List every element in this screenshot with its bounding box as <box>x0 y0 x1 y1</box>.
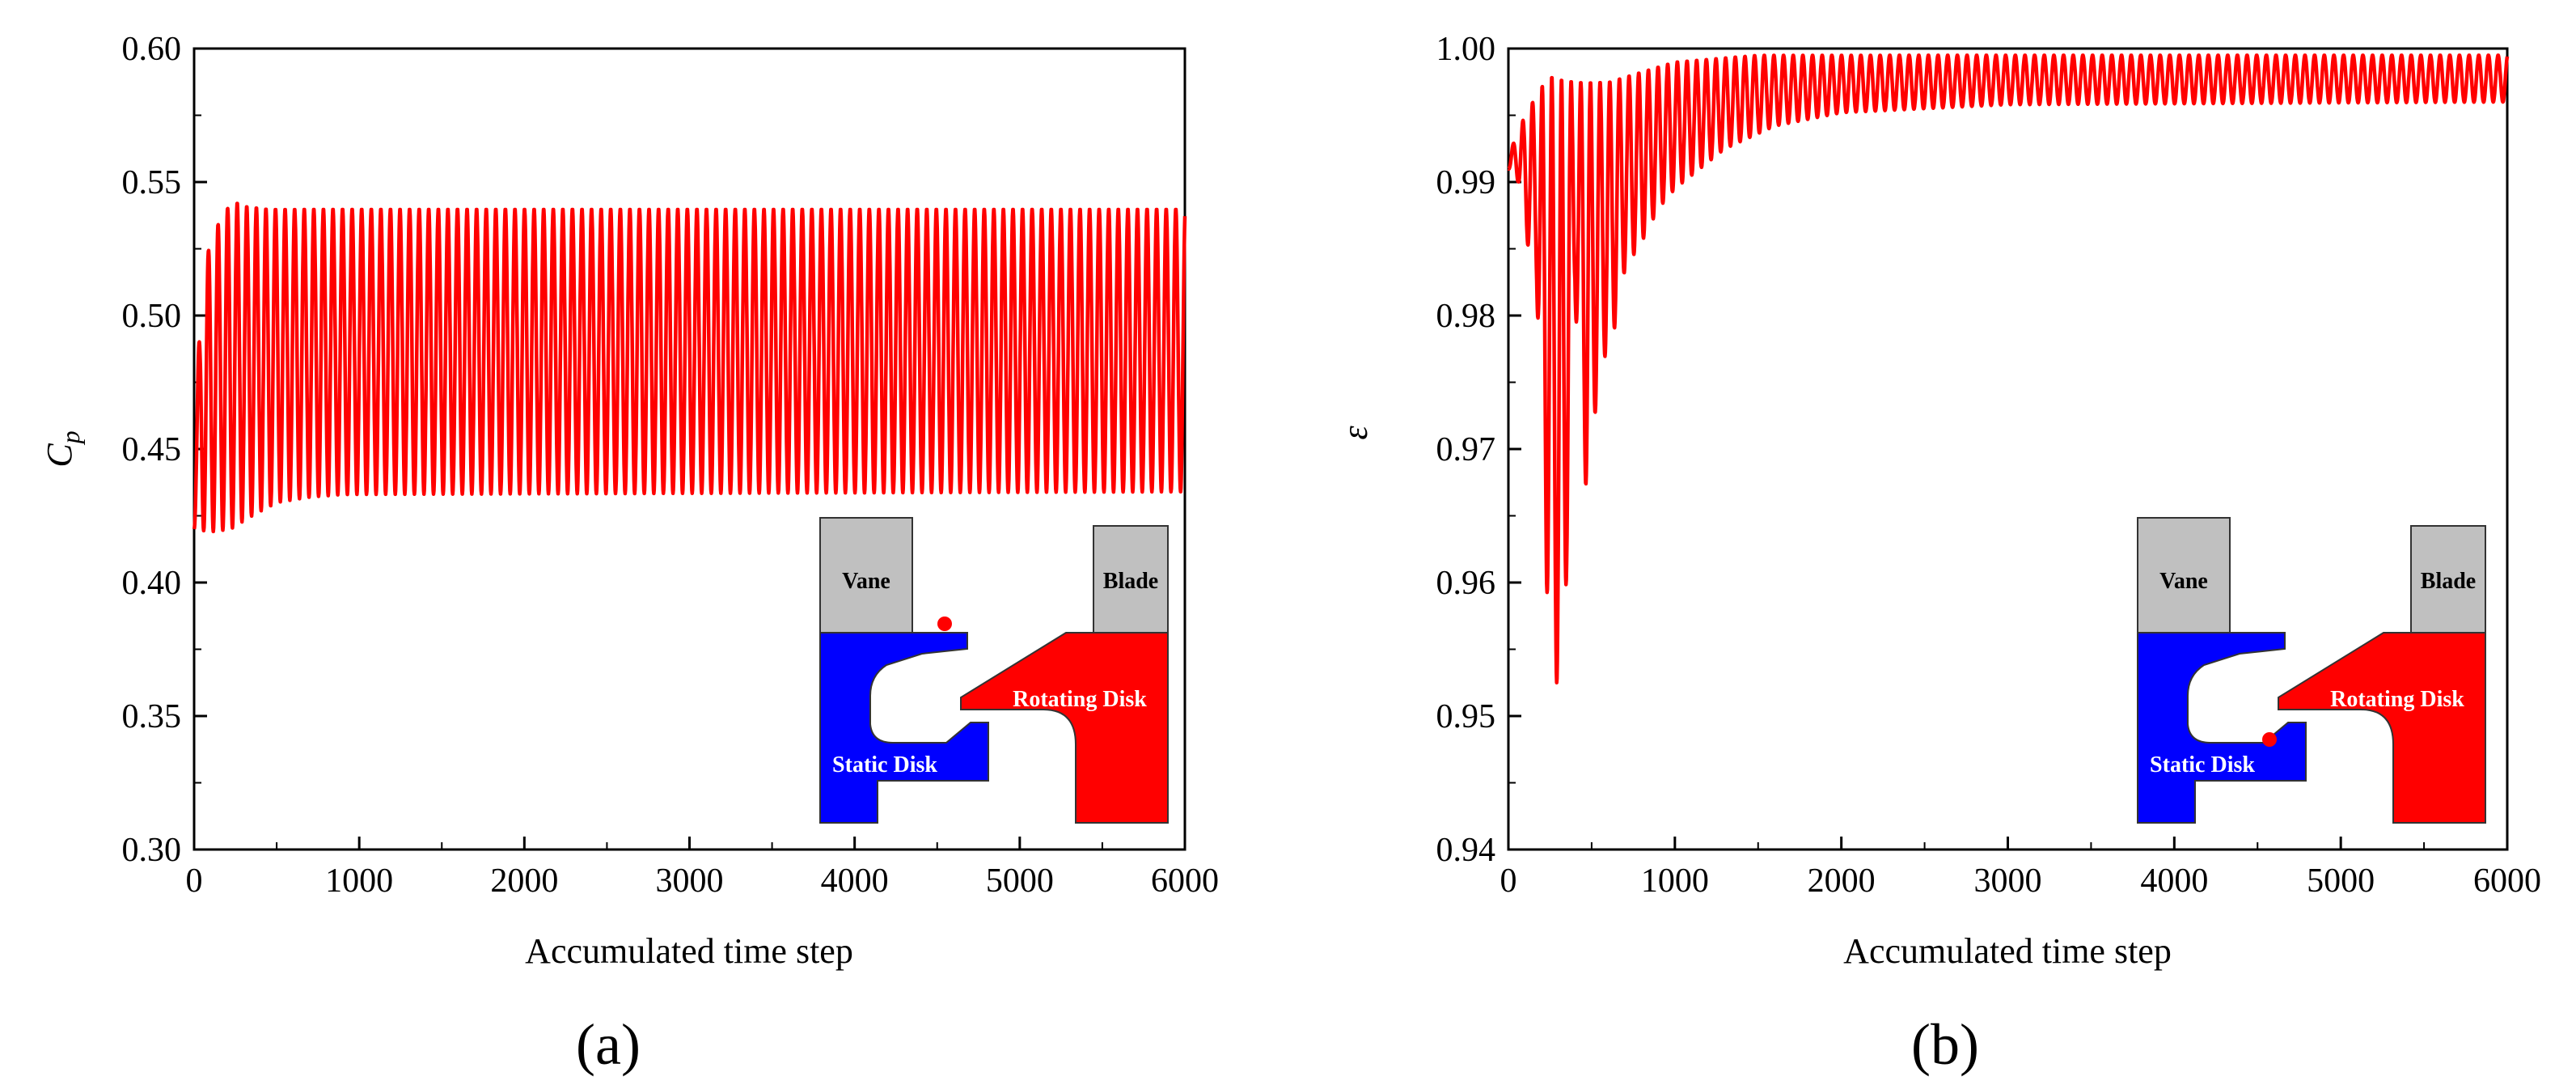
vane-shape <box>819 517 913 633</box>
y-tick-label: 0.60 <box>122 31 182 68</box>
vane-shape <box>2137 517 2231 633</box>
plot-frame <box>1507 47 2509 851</box>
x-axis-title: Accumulated time step <box>1843 931 2172 971</box>
series-line <box>192 201 1187 534</box>
x-tick-label: 5000 <box>986 862 1054 900</box>
panel-label: (b) <box>1911 1012 1979 1077</box>
axis-ticks: 0 1000 2000 3000 4000 5000 6000 0.30 0.35 0.40 0.4… <box>122 31 1220 900</box>
x-tick-label: 0 <box>1500 862 1517 900</box>
x-tick-label: 2000 <box>490 862 558 900</box>
y-tick-label: 0.55 <box>122 164 182 201</box>
blade-label: Blade <box>1103 569 1158 594</box>
vane-label: Vane <box>842 569 890 594</box>
series-group <box>192 201 1187 534</box>
series-line <box>1507 53 2510 684</box>
x-tick-label: 3000 <box>1974 862 2042 900</box>
inset-schematic: Vane Blade Rotating Disk Static Disk <box>2137 517 2486 824</box>
y-tick-label: 0.35 <box>122 698 182 735</box>
rotating-disk-shape <box>960 632 1169 824</box>
y-axis-title: Cp <box>40 430 85 467</box>
x-tick-label: 2000 <box>1808 862 1876 900</box>
monitor-point-marker <box>937 617 952 631</box>
x-tick-label: 6000 <box>2473 862 2541 900</box>
blade-shape <box>2410 525 2486 633</box>
static-disk-shape <box>819 632 989 824</box>
y-tick-label: 0.50 <box>122 298 182 335</box>
inset-schematic: Vane Blade Rotating Disk Static Disk <box>819 517 1169 824</box>
x-tick-label: 6000 <box>1151 862 1219 900</box>
static-disk-label: Static Disk <box>832 752 937 778</box>
y-tick-label: 0.94 <box>1436 832 1496 869</box>
y-tick-label: 0.30 <box>122 832 182 869</box>
y-tick-label: 0.95 <box>1436 698 1496 735</box>
static-disk-shape <box>2137 632 2307 824</box>
panel-b-chart: 0 1000 2000 3000 4000 5000 6000 0.94 0.95 0.96 0.9… <box>1335 31 2541 1077</box>
series-group <box>1507 53 2510 684</box>
x-axis-title: Accumulated time step <box>525 931 853 971</box>
y-tick-label: 0.99 <box>1436 164 1496 201</box>
vane-label: Vane <box>2159 569 2208 594</box>
blade-shape <box>1093 525 1169 633</box>
x-tick-label: 1000 <box>325 862 393 900</box>
y-tick-label: 0.45 <box>122 431 182 468</box>
y-tick-label: 0.97 <box>1436 431 1496 468</box>
y-tick-label: 0.40 <box>122 565 182 602</box>
y-tick-label: 0.96 <box>1436 565 1496 602</box>
x-tick-label: 3000 <box>656 862 724 900</box>
x-tick-label: 1000 <box>1641 862 1709 900</box>
monitor-point-marker <box>2262 732 2277 747</box>
rotating-disk-label: Rotating Disk <box>1013 687 1147 712</box>
y-tick-label: 0.98 <box>1436 298 1496 335</box>
axis-ticks: 0 1000 2000 3000 4000 5000 6000 0.94 0.95 0.96 0.9… <box>1436 31 2542 900</box>
y-axis-title-sub: p <box>56 430 85 445</box>
x-tick-label: 4000 <box>2140 862 2208 900</box>
panel-a-chart: 0 1000 2000 3000 4000 5000 6000 0.30 0.35 0.40 0.4… <box>40 31 1219 1077</box>
x-tick-label: 4000 <box>821 862 889 900</box>
rotating-disk-label: Rotating Disk <box>2330 687 2464 712</box>
x-tick-label: 5000 <box>2307 862 2375 900</box>
y-tick-label: 1.00 <box>1436 31 1496 68</box>
x-tick-label: 0 <box>186 862 203 900</box>
rotating-disk-shape <box>2278 632 2486 824</box>
y-axis-title: ε <box>1335 426 1375 440</box>
static-disk-label: Static Disk <box>2150 752 2255 778</box>
panel-label: (a) <box>576 1012 641 1077</box>
blade-label: Blade <box>2421 569 2476 594</box>
y-axis-title-main: C <box>40 443 79 468</box>
